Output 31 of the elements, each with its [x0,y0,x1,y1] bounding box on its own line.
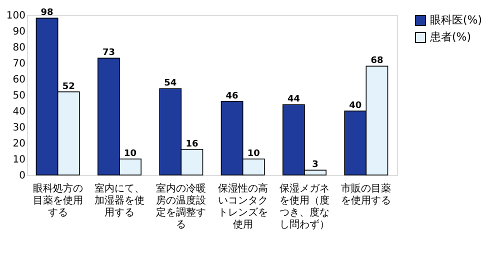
data-label: 52 [62,82,75,92]
data-label: 44 [287,94,300,105]
y-tick-label: 0 [19,170,26,182]
x-tick-label: 保湿メガネを使用（度つき、度なし問わず） [280,182,330,230]
y-tick-label: 100 [6,10,26,22]
data-label: 10 [124,149,137,159]
y-tick-label: 80 [12,42,26,54]
x-tick-label: 眼科処方の目薬を使用する [32,182,83,218]
data-label: 73 [102,48,115,58]
data-label: 68 [370,56,384,66]
data-label: 98 [40,8,54,18]
y-tick-label: 50 [12,90,26,102]
y-tick-label: 90 [12,26,26,38]
data-label: 46 [226,91,238,102]
x-tick-label: 保湿性の高いコンタクトレンズを使用 [218,182,268,230]
y-tick-label: 10 [12,154,26,166]
legend-label: 患者(%) [429,30,472,44]
x-tick-label: 室内の冷暖房の温度設定を調整する [156,182,206,230]
data-label: 3 [312,160,318,170]
x-tick-label: 室内にて、加湿器を使用する [94,182,144,218]
x-tick-label: 市販の目薬を使用する [341,182,392,206]
data-label: 10 [247,149,260,159]
y-tick-label: 30 [12,122,26,134]
y-tick-label: 40 [12,106,26,118]
data-label: 16 [186,139,198,150]
y-tick-label: 60 [12,74,26,86]
legend-label: 眼科医(%) [430,14,482,26]
y-tick-label: 20 [12,138,26,150]
data-label: 54 [164,78,177,89]
data-label: 40 [349,101,362,111]
y-tick-label: 70 [12,58,26,70]
